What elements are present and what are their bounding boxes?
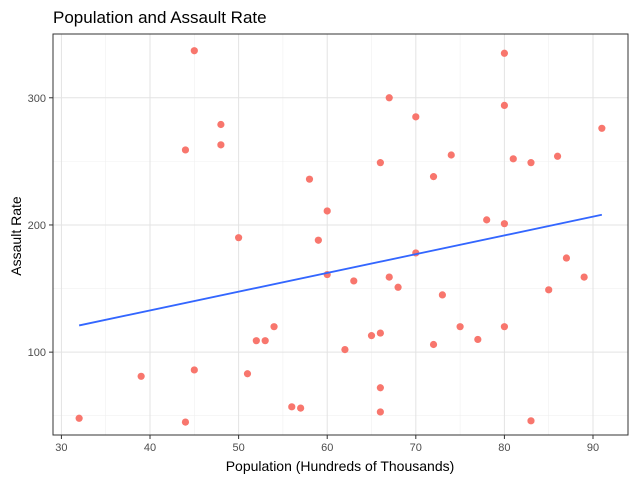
data-point [243, 370, 252, 378]
data-point [217, 120, 225, 129]
data-point [527, 417, 535, 425]
data-point [412, 113, 420, 121]
major-gridlines [53, 34, 628, 435]
x-axis-ticks: 30 40 50 60 70 80 90 [55, 435, 599, 454]
data-point [323, 207, 331, 215]
data-point [190, 47, 198, 55]
y-axis-ticks: 100 200 300 [28, 93, 53, 359]
plot-panel [52, 33, 629, 436]
data-point [367, 332, 376, 340]
data-point [235, 234, 243, 242]
data-point [270, 323, 278, 331]
data-point [385, 94, 393, 102]
data-point [137, 372, 145, 380]
data-point [580, 273, 588, 281]
data-point [252, 337, 260, 345]
trend-line [78, 213, 603, 327]
x-tick-label: 60 [321, 442, 333, 454]
data-point [376, 408, 384, 416]
data-point [553, 152, 562, 160]
data-point [500, 220, 509, 228]
data-point [562, 254, 571, 262]
x-tick-label: 30 [55, 442, 67, 454]
data-point [447, 151, 455, 159]
x-tick-label: 50 [232, 442, 244, 454]
trend-line-path [78, 213, 603, 327]
data-point [261, 337, 269, 345]
x-tick-label: 80 [498, 442, 510, 454]
data-point [500, 49, 509, 57]
data-point [217, 141, 225, 149]
x-axis-title: Population (Hundreds of Thousands) [226, 458, 455, 474]
data-point [376, 159, 384, 167]
data-point [483, 216, 491, 224]
data-point [314, 236, 322, 244]
data-point [474, 335, 482, 344]
data-point [509, 155, 517, 163]
data-point [181, 146, 190, 154]
chart-title: Population and Assault Rate [53, 8, 267, 27]
x-tick-label: 70 [410, 442, 422, 454]
data-point [527, 159, 535, 167]
data-point [429, 340, 438, 349]
y-axis-title: Assault Rate [8, 196, 24, 276]
y-tick-label: 200 [28, 220, 46, 232]
data-point [376, 329, 384, 337]
data-point [297, 404, 305, 412]
data-point [350, 277, 358, 285]
data-point [438, 291, 446, 299]
data-point [288, 403, 296, 411]
data-point [75, 414, 83, 422]
x-tick-label: 40 [144, 442, 156, 454]
data-point [394, 283, 402, 291]
data-point [376, 384, 384, 392]
y-tick-label: 300 [28, 93, 46, 105]
data-point [190, 366, 198, 374]
data-point [305, 175, 314, 183]
y-tick-label: 100 [28, 347, 46, 359]
data-point [500, 101, 509, 110]
data-point [456, 323, 464, 331]
plot-border [52, 33, 629, 436]
data-point [429, 173, 438, 181]
x-tick-label: 90 [587, 442, 599, 454]
data-point [500, 323, 509, 331]
data-point [385, 273, 393, 281]
data-point [341, 345, 349, 354]
data-point [181, 418, 190, 426]
data-point [598, 124, 606, 132]
data-point [545, 286, 553, 294]
